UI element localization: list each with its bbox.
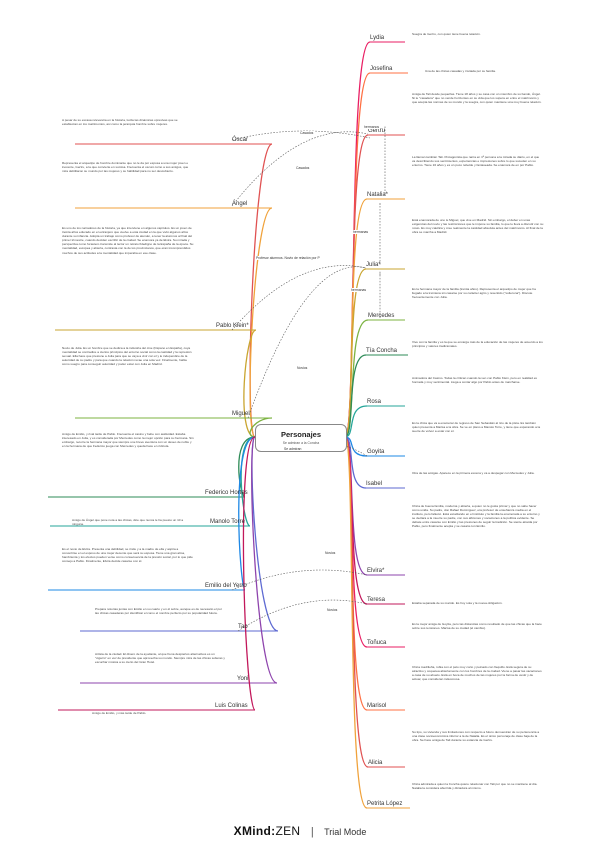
topic-emilio-del-yerro[interactable]: Emilio del Yerro <box>205 583 247 589</box>
topic-desc-marisol: Chica madrileña, rubia con el pelo muy c… <box>412 665 542 682</box>
topic-elvira[interactable]: Elvira* <box>367 568 385 574</box>
branch-left-9 <box>242 436 256 711</box>
topic-gertru[interactable]: Gertru <box>368 128 386 134</box>
relation-label-casados-2[interactable]: Casados <box>295 166 311 170</box>
topic-desc-luis: Amigo de Emilio, y más tarde de Pablo. <box>92 711 147 715</box>
central-subtitle: Se admiran a la Concha <box>282 441 320 445</box>
topic-angel[interactable]: Ángel <box>232 201 248 207</box>
trial-mode-label: Trial Mode <box>324 827 367 837</box>
relation-label-se-admiran[interactable]: Se admiran <box>283 447 303 451</box>
topic-julia[interactable]: Julia* <box>366 262 381 268</box>
topic-manolo-torre[interactable]: Manolo Torre <box>210 519 245 525</box>
branch-left-3 <box>249 417 273 438</box>
topic-teresa[interactable]: Teresa <box>367 597 386 603</box>
topic-desc-manolo: Amigo de Ángel que pone nota a las chica… <box>72 518 184 527</box>
topic-mercedes[interactable]: Mercedes <box>368 313 395 319</box>
topic-desc-julia: Está enamorada de uno le Miguel, que viv… <box>412 218 544 235</box>
branch-left-6 <box>238 436 256 591</box>
topic-isabel[interactable]: Isabel <box>366 481 383 487</box>
relation-label-novios-1[interactable]: Novios <box>296 366 309 370</box>
topic-desc-gertru: Amiga de Tali desde pequeñas. Tiene 18 a… <box>412 92 542 105</box>
topic-pablo-klein[interactable]: Pablo Klein* <box>216 323 249 329</box>
topic-tia-concha[interactable]: Tía Concha <box>366 348 398 354</box>
topic-desc-pablo: Es uno de los narradores de la historia,… <box>62 226 194 255</box>
topic-desc-tia-concha: Vive con la familia y es la que se encar… <box>412 340 543 349</box>
relation-label-casados-1[interactable]: Casados <box>299 131 315 135</box>
branch-right-3 <box>344 198 368 438</box>
topic-desc-tao: Prepara notorias juntas con Emilio en su… <box>95 607 222 616</box>
topic-desc-mercedes: Es la hermana mayor de la familia (trein… <box>412 287 536 300</box>
topic-luis-colinas[interactable]: Luis Colinas <box>215 703 248 709</box>
relation-label-novios-3[interactable]: Novios <box>326 608 339 612</box>
topic-desc-oscar: A pesar de su escasa relevancia en la hi… <box>62 118 178 127</box>
topic-yoni[interactable]: Yoni <box>237 676 249 682</box>
topic-tao[interactable]: Tao <box>238 624 248 630</box>
topic-rosa[interactable]: Rosa <box>367 399 382 405</box>
topic-desc-miguel: Novio de Julia. Es un hombre que se dedi… <box>62 346 192 367</box>
relation-label-novios-2[interactable]: Novios <box>324 551 337 555</box>
branch-right-4 <box>344 268 367 438</box>
branch-left-8 <box>251 436 278 684</box>
topic-desc-josefina: Una de las chicas casadas y invitada por… <box>425 69 496 73</box>
topic-desc-teresa: Estaba separada de su marido. Es hoy sol… <box>412 601 503 605</box>
relation-label-profesor[interactable]: Profesor alumnos. Novio de relación por … <box>255 256 321 260</box>
topic-desc-tonuca: Es la mejor amiga de Goyita, pero las di… <box>412 622 542 631</box>
topic-desc-federico: Amigo de Emilio, y rival tarde de Pablo.… <box>62 432 194 449</box>
footer-watermark: XMind:ZEN | Trial Mode <box>0 822 600 842</box>
topic-goyita[interactable]: Goyita <box>367 449 385 455</box>
relation-label-hermanas-1[interactable]: hermanas <box>352 230 370 234</box>
topic-desc-lydia: Suegra de Gertru, con quien tiene buena … <box>412 32 481 36</box>
topic-desc-angel: Representa el arquetipo de hombre domina… <box>62 161 189 174</box>
branch-left-4 <box>238 436 256 498</box>
branch-right-6 <box>344 354 367 438</box>
topic-desc-alicia: Su tipo, su vivienda y sus limitaciones … <box>412 730 540 743</box>
branch-left-0 <box>249 143 273 438</box>
topic-desc-emilio: Es el novio de Elvira. Presenta una debi… <box>62 547 193 564</box>
relation-arc-6 <box>247 266 367 419</box>
topic-lydia[interactable]: Lydia <box>370 35 385 41</box>
branch-right-15 <box>344 436 368 809</box>
xmind-logo: XMind:ZEN <box>233 824 301 838</box>
topic-federico-hortes[interactable]: Federico Hortes <box>205 490 248 496</box>
central-title: Personajes <box>280 430 322 439</box>
relation-arc-5 <box>231 265 367 331</box>
relation-label-hermanas-2[interactable]: hermanas <box>350 288 368 292</box>
branch-left-7 <box>251 436 279 632</box>
topic-miguel[interactable]: Miguel <box>232 411 250 417</box>
topic-josefina[interactable]: Josefina <box>370 66 393 72</box>
branch-right-14 <box>344 436 369 768</box>
topic-petrita-lopez[interactable]: Petrita López <box>367 801 403 807</box>
topic-desc-yoni: Artista de la ciudad. El dinero de la ay… <box>95 652 225 665</box>
topic-oscar[interactable]: Óscar <box>232 137 249 143</box>
branch-right-0 <box>344 41 371 438</box>
branch-right-12 <box>344 436 368 648</box>
topic-desc-natalia: La llaman también Tali. Protagonista que… <box>412 155 540 168</box>
topic-tonuca[interactable]: Toñuca <box>367 640 387 646</box>
topic-desc-goyita: Es la chica que va a enamorar de regreso… <box>412 421 541 434</box>
topic-desc-elvira: Chica de buena familia, moderna y abiert… <box>412 504 540 529</box>
relation-arc-8 <box>231 569 368 591</box>
topic-desc-isabel: Otra de las amigas. Aparece en la primer… <box>412 471 535 475</box>
branch-left-1 <box>249 207 273 438</box>
branch-right-9 <box>344 436 367 489</box>
topic-desc-petrita: Chica admirada a quien la Concha quiere … <box>412 782 538 791</box>
branch-right-7 <box>344 405 368 438</box>
relation-arc-9 <box>237 599 368 632</box>
relation-arc-1 <box>231 131 369 207</box>
relation-label-hermanos[interactable]: hermanos <box>363 125 381 129</box>
topic-alicia[interactable]: Alicia <box>368 760 383 766</box>
topic-natalia[interactable]: Natalia* <box>367 192 389 198</box>
footer-separator: | <box>310 826 314 838</box>
topic-desc-rosa: Animadora del Casino. Todas la critican … <box>412 376 537 385</box>
topic-marisol[interactable]: Marisol <box>367 703 387 709</box>
